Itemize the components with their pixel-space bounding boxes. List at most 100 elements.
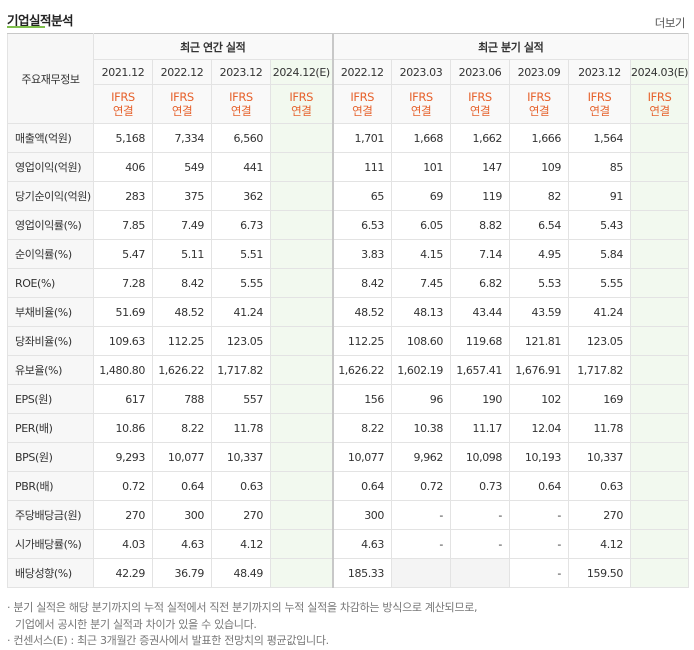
value-cell — [270, 500, 333, 530]
basis-standard: IFRS — [409, 90, 433, 104]
value-cell: 549 — [152, 152, 212, 182]
period-header: 2022.12 — [152, 59, 212, 85]
value-cell: - — [450, 500, 510, 530]
value-cell: 102 — [509, 384, 569, 414]
basis-header: IFRS 연결 — [629, 84, 690, 124]
value-cell — [450, 558, 510, 588]
value-cell: 6.05 — [391, 210, 451, 240]
footnote-line: · 컨센서스(E) : 최근 3개월간 증권사에서 발표한 전망치의 평균값입니… — [7, 634, 329, 647]
value-cell: 1,676.91 — [509, 355, 569, 385]
value-cell: 190 — [450, 384, 510, 414]
value-cell: 6.54 — [509, 210, 569, 240]
value-cell — [629, 268, 690, 298]
period-header: 2024.03(E) — [629, 59, 690, 85]
value-cell: - — [509, 558, 569, 588]
value-cell: 82 — [509, 181, 569, 211]
value-cell: 441 — [211, 152, 271, 182]
period-header: 2022.12 — [331, 59, 392, 85]
value-cell: 7.28 — [93, 268, 153, 298]
value-cell: 1,717.82 — [211, 355, 271, 385]
value-cell — [629, 384, 690, 414]
value-cell — [270, 326, 333, 356]
value-cell: 0.64 — [152, 471, 212, 501]
value-cell: 156 — [331, 384, 392, 414]
section-title: 기업실적분석 — [7, 13, 74, 28]
basis-scope: 연결 — [230, 104, 252, 118]
value-cell: 43.59 — [509, 297, 569, 327]
value-cell — [629, 442, 690, 472]
value-cell — [270, 123, 333, 153]
value-cell — [270, 239, 333, 269]
value-cell: 5.53 — [509, 268, 569, 298]
value-cell: 7,334 — [152, 123, 212, 153]
basis-header: IFRS 연결 — [568, 84, 631, 124]
value-cell: 283 — [93, 181, 153, 211]
value-cell — [629, 529, 690, 559]
table-row: 유보율(%) 1,480.80 1,626.22 1,717.82 1,626.22 1,… — [7, 355, 690, 385]
value-cell: 4.95 — [509, 239, 569, 269]
row-label: 당기순이익(억원) — [7, 181, 94, 211]
value-cell: 112.25 — [331, 326, 392, 356]
basis-header: IFRS 연결 — [450, 84, 510, 124]
more-link[interactable]: 더보기 — [654, 16, 686, 30]
value-cell: 270 — [211, 500, 271, 530]
value-cell: 8.82 — [450, 210, 510, 240]
row-label: 주당배당금(원) — [7, 500, 94, 530]
value-cell: 1,657.41 — [450, 355, 510, 385]
value-cell: 36.79 — [152, 558, 212, 588]
value-cell: 1,480.80 — [93, 355, 153, 385]
value-cell: 11.78 — [568, 413, 631, 443]
value-cell: 0.63 — [211, 471, 271, 501]
table-row: EPS(원) 617 788 557 156 96 190 102 169 — [7, 384, 690, 414]
basis-standard: IFRS — [170, 90, 194, 104]
value-cell: 12.04 — [509, 413, 569, 443]
value-cell: 8.42 — [331, 268, 392, 298]
value-cell: 108.60 — [391, 326, 451, 356]
table-row: 매출액(억원) 5,168 7,334 6,560 1,701 1,668 1,662 1,6… — [7, 123, 690, 153]
value-cell: 7.49 — [152, 210, 212, 240]
value-cell: - — [509, 500, 569, 530]
value-cell: 123.05 — [568, 326, 631, 356]
value-cell — [629, 413, 690, 443]
value-cell: 10,337 — [211, 442, 271, 472]
value-cell: 123.05 — [211, 326, 271, 356]
value-cell — [629, 558, 690, 588]
table-row: 당기순이익(억원) 283 375 362 65 69 119 82 91 — [7, 181, 690, 211]
value-cell: 6.82 — [450, 268, 510, 298]
value-cell: 159.50 — [568, 558, 631, 588]
value-cell: 788 — [152, 384, 212, 414]
period-header: 2023.12 — [211, 59, 271, 85]
value-cell — [270, 268, 333, 298]
footnotes: · 분기 실적은 해당 분기까지의 누적 실적에서 직전 분기까지의 누적 실적… — [7, 600, 687, 650]
value-cell: 1,564 — [568, 123, 631, 153]
value-cell: 41.24 — [568, 297, 631, 327]
row-label: 당좌비율(%) — [7, 326, 94, 356]
basis-scope: 연결 — [469, 104, 491, 118]
basis-standard: IFRS — [587, 90, 612, 104]
value-cell: 5.43 — [568, 210, 631, 240]
row-label: PER(배) — [7, 413, 94, 443]
basis-header-row: IFRS 연결 IFRS 연결 IFRS 연결 IFRS 연결 IFRS 연결 IFRS 연결 IFRS… — [8, 84, 690, 124]
value-cell: 5.55 — [211, 268, 271, 298]
financial-table: 주요재무정보 최근 연간 실적 최근 분기 실적 2021.12 2022.12 2… — [7, 33, 690, 588]
value-cell: 1,626.22 — [152, 355, 212, 385]
row-label: EPS(원) — [7, 384, 94, 414]
value-cell — [270, 558, 333, 588]
value-cell: 617 — [93, 384, 153, 414]
value-cell — [270, 152, 333, 182]
value-cell: 0.73 — [450, 471, 510, 501]
basis-scope: 연결 — [528, 104, 550, 118]
value-cell — [270, 471, 333, 501]
value-cell — [270, 297, 333, 327]
basis-scope: 연결 — [352, 104, 373, 118]
value-cell — [629, 500, 690, 530]
value-cell: 185.33 — [331, 558, 392, 588]
value-cell — [270, 210, 333, 240]
value-cell: 1,666 — [509, 123, 569, 153]
value-cell: 4.12 — [568, 529, 631, 559]
period-header-row: 2021.12 2022.12 2023.12 2024.12(E) 2022.12 20… — [8, 59, 690, 85]
value-cell: 10,077 — [331, 442, 392, 472]
row-header-label: 주요재무정보 — [7, 33, 94, 124]
value-cell: 1,662 — [450, 123, 510, 153]
